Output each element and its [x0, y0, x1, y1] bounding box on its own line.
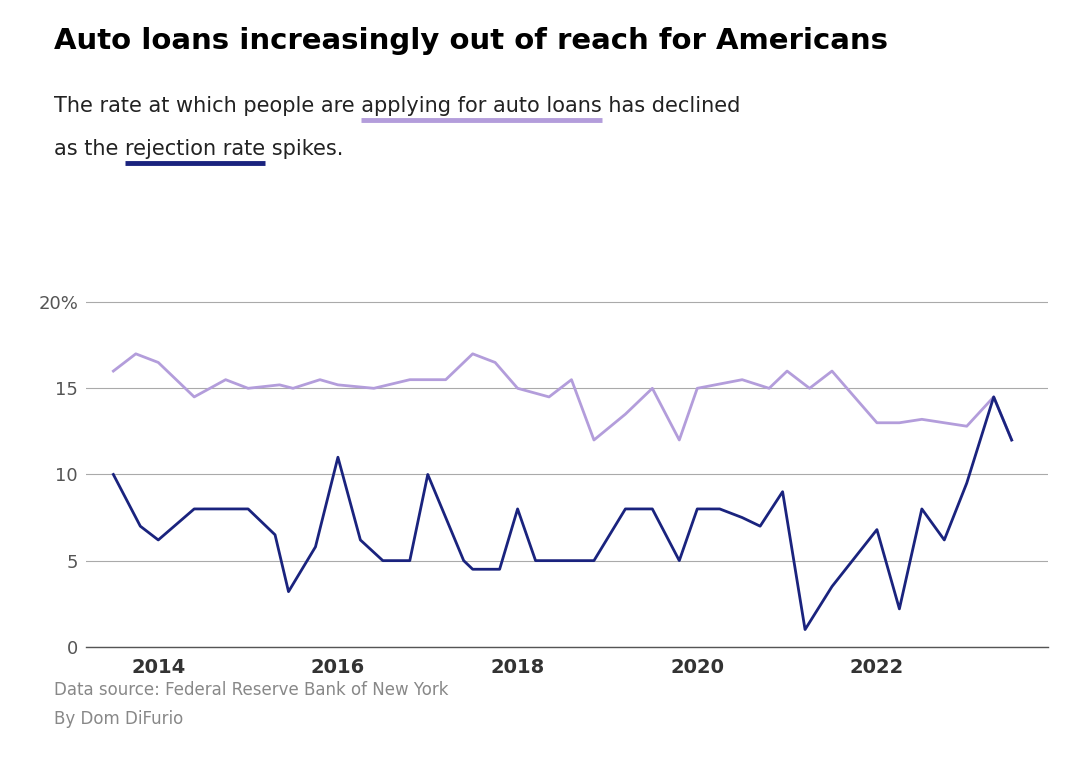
Text: as the ​rejection rate​ spikes.: as the ​rejection rate​ spikes. [54, 139, 343, 159]
Text: The rate at which people are applying for auto loans has declined: The rate at which people are applying fo… [54, 96, 741, 116]
Text: By Dom DiFurio: By Dom DiFurio [54, 710, 184, 728]
Text: Auto loans increasingly out of reach for Americans: Auto loans increasingly out of reach for… [54, 27, 888, 55]
Text: Data source: Federal Reserve Bank of New York: Data source: Federal Reserve Bank of New… [54, 681, 448, 699]
